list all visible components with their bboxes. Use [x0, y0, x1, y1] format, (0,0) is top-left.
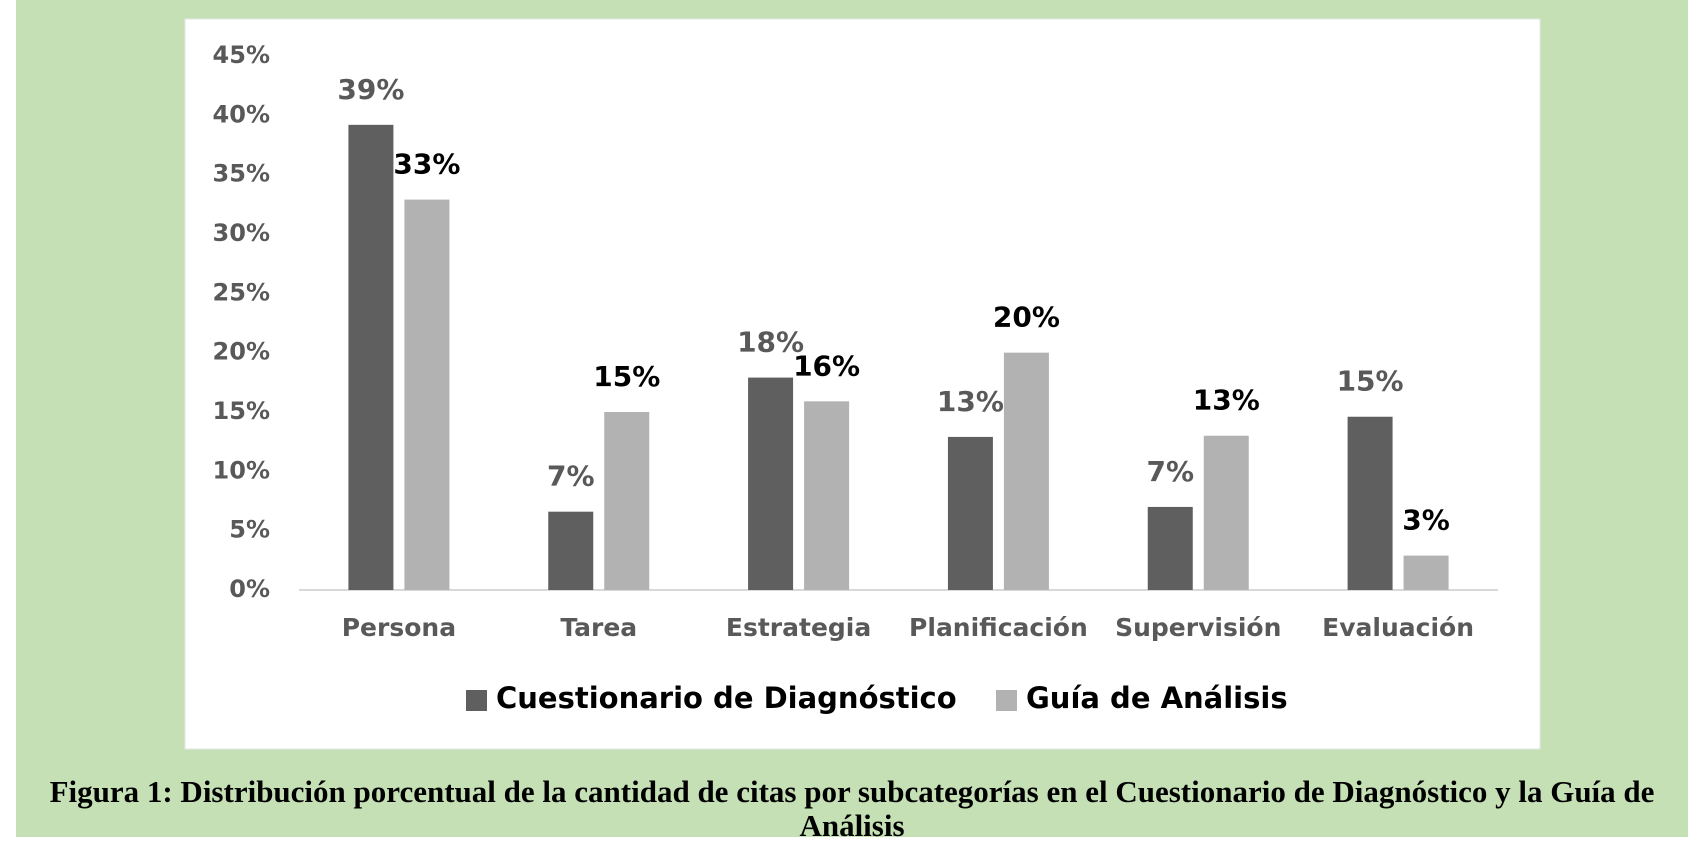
legend-label: Cuestionario de Diagnóstico [496, 681, 957, 715]
bar [548, 511, 594, 590]
bar [604, 412, 650, 590]
data-label: 13% [937, 385, 1004, 418]
caption: Figura 1: Distribución porcentual de la … [49, 774, 1655, 843]
bar [1203, 435, 1249, 590]
data-label: 18% [737, 326, 804, 359]
data-label: 33% [393, 148, 460, 181]
data-label: 15% [1337, 365, 1404, 398]
data-label: 7% [547, 460, 595, 493]
y-tick-label: 10% [213, 456, 270, 484]
bar [804, 401, 850, 590]
data-label: 7% [1146, 455, 1194, 488]
data-label: 13% [1193, 384, 1260, 417]
bar [748, 377, 794, 590]
bar [404, 199, 450, 590]
y-tick-label: 15% [213, 397, 270, 425]
bar [1003, 352, 1049, 590]
x-tick-label: Supervisión [1115, 613, 1281, 642]
legend-swatch [466, 690, 487, 711]
data-label: 20% [993, 301, 1060, 334]
bar [1347, 416, 1393, 590]
legend-label: Guía de Análisis [1026, 681, 1288, 715]
bar [348, 124, 394, 591]
data-label: 39% [337, 73, 404, 106]
y-tick-label: 25% [213, 278, 270, 306]
y-tick-label: 35% [213, 160, 270, 188]
bar [1147, 506, 1193, 590]
x-tick-label: Planificación [909, 613, 1088, 642]
x-tick-label: Persona [342, 613, 456, 642]
y-tick-label: 0% [229, 575, 270, 603]
legend-swatch [996, 690, 1017, 711]
data-label: 3% [1402, 504, 1450, 537]
y-tick-label: 30% [213, 219, 270, 247]
data-label: 15% [593, 360, 660, 393]
y-tick-label: 5% [229, 516, 270, 544]
bar [947, 436, 993, 590]
data-label: 16% [793, 349, 860, 382]
y-tick-label: 40% [213, 100, 270, 128]
y-tick-label: 20% [213, 338, 270, 366]
x-tick-label: Evaluación [1322, 613, 1474, 642]
bar [1403, 555, 1449, 590]
y-tick-label: 45% [213, 41, 270, 69]
x-tick-label: Tarea [560, 613, 637, 642]
x-tick-label: Estrategia [726, 613, 871, 642]
